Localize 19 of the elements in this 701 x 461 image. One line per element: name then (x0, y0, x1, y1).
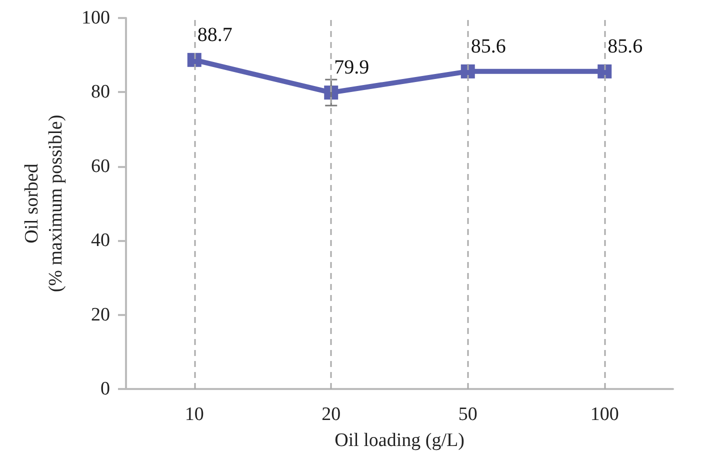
y-tick-label: 20 (91, 304, 110, 326)
y-tick-label: 40 (91, 230, 110, 252)
x-tick-label: 100 (590, 404, 619, 425)
y-axis-title: Oil sorbed (% maximum possible) (22, 114, 66, 292)
x-tick-label: 20 (322, 404, 341, 425)
point (598, 64, 612, 78)
y-tick-label: 100 (82, 8, 110, 28)
y-tick-label: 80 (91, 82, 110, 103)
point (187, 52, 202, 67)
data-label: 85.6 (470, 35, 506, 58)
data-label: 85.6 (608, 35, 643, 58)
y-tick-label: 60 (91, 156, 110, 177)
data-label: 79.9 (334, 56, 370, 79)
x-axis-title: Oil loading (g/L) (334, 430, 464, 451)
point (460, 64, 475, 78)
y-tick-label: 0 (100, 378, 110, 400)
x-tick-label: 10 (184, 404, 204, 425)
x-tick-label: 50 (458, 404, 478, 425)
data-label: 88.7 (197, 24, 232, 46)
